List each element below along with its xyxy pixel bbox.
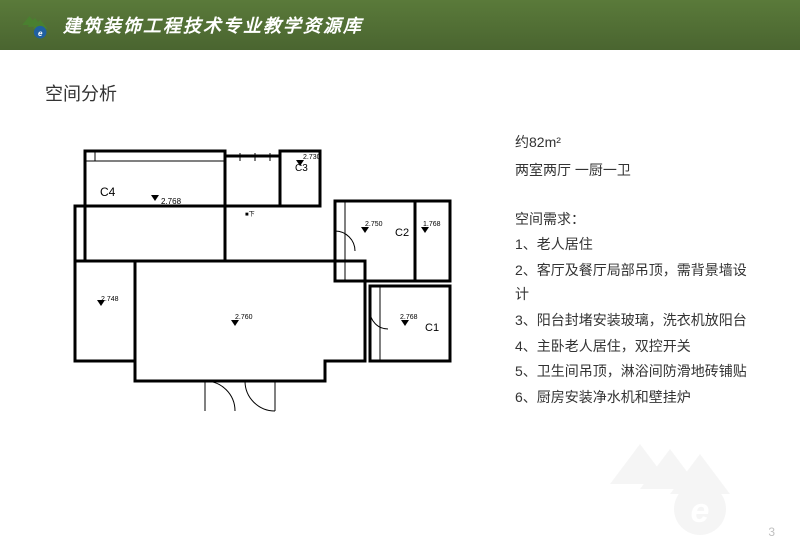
main-area: C4 2.768 C3 2.730 C2 2.750 1.768 C1 2.76…: [45, 131, 755, 431]
requirement-item: 6、厨房安装净水机和壁挂炉: [515, 386, 755, 410]
dim-c3: 2.730: [303, 154, 321, 161]
room-label-c3: C3: [295, 163, 308, 174]
dim-c2-2: 1.768: [423, 221, 441, 228]
header-bar: e 建筑装饰工程技术专业教学资源库: [0, 0, 800, 50]
dim-living: 2.760: [235, 314, 253, 321]
requirement-item: 4、主卧老人居住，双控开关: [515, 335, 755, 359]
requirements-title: 空间需求：: [515, 208, 755, 232]
svg-text:e: e: [691, 492, 710, 530]
floorplan-diagram: C4 2.768 C3 2.730 C2 2.750 1.768 C1 2.76…: [45, 131, 485, 431]
info-panel: 约82m² 两室两厅 一厨一卫 空间需求： 1、老人居住 2、客厅及餐厅局部吊顶…: [515, 131, 755, 431]
room-label-c4: C4: [100, 185, 116, 199]
dim-c4: 2.768: [161, 197, 182, 206]
header-title: 建筑装饰工程技术专业教学资源库: [63, 12, 363, 38]
svg-text:e: e: [38, 29, 43, 38]
requirement-item: 2、客厅及餐厅局部吊顶，需背景墙设计: [515, 259, 755, 307]
page-number: 3: [768, 525, 775, 539]
room-label-c1: C1: [425, 322, 439, 334]
area-text: 约82m²: [515, 131, 755, 155]
content-area: 空间分析: [0, 50, 800, 451]
requirement-item: 5、卫生间吊顶，淋浴间防滑地砖铺贴: [515, 360, 755, 384]
requirement-item: 3、阳台封堵安装玻璃，洗衣机放阳台: [515, 309, 755, 333]
dim-balcony: 2.748: [101, 296, 119, 303]
room-label-c2: C2: [395, 227, 409, 239]
logo-icon: e: [15, 7, 51, 43]
layout-text: 两室两厅 一厨一卫: [515, 159, 755, 183]
dim-small: ■下: [245, 211, 255, 218]
section-title: 空间分析: [45, 80, 755, 106]
dim-c2-1: 2.750: [365, 221, 383, 228]
requirement-item: 1、老人居住: [515, 233, 755, 257]
dim-c1: 2.768: [400, 314, 418, 321]
